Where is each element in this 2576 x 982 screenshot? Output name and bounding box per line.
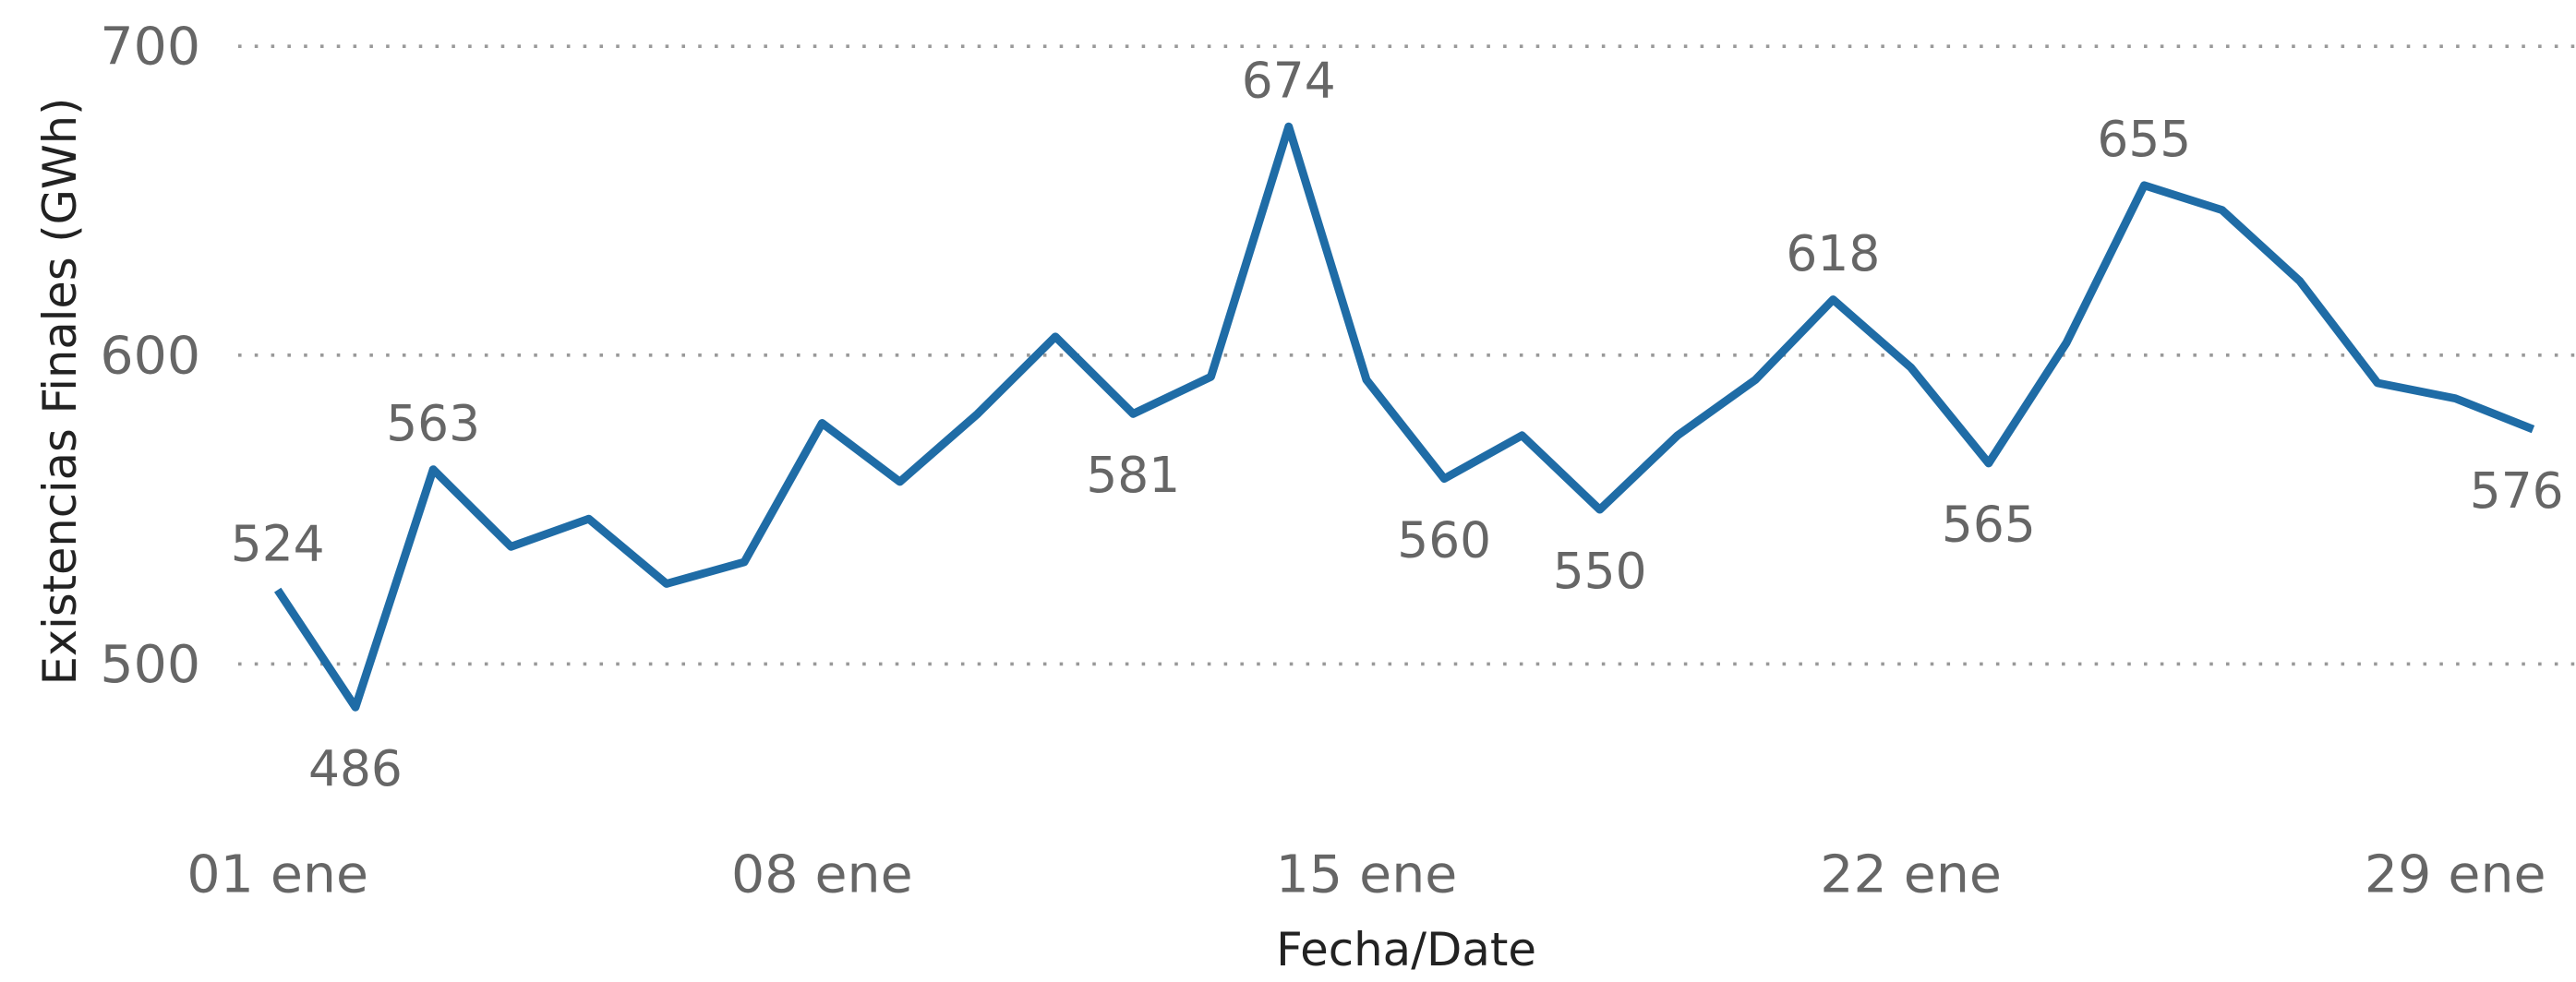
data-label: 565 <box>1942 497 2036 554</box>
x-axis-title: Fecha/Date <box>1276 923 1536 976</box>
x-tick-label: 29 ene <box>2365 844 2546 905</box>
x-tick-label: 22 ene <box>1820 844 2002 905</box>
y-tick-label: 700 <box>100 17 200 78</box>
data-label: 486 <box>308 740 403 797</box>
data-label: 550 <box>1553 543 1647 600</box>
data-label: 581 <box>1086 447 1180 504</box>
line <box>273 122 2535 712</box>
data-label: 655 <box>2097 111 2191 168</box>
data-label: 618 <box>1786 225 1880 282</box>
data-label: 576 <box>2470 462 2564 520</box>
x-tick-label: 01 ene <box>187 844 368 905</box>
x-tick-label: 08 ene <box>731 844 913 905</box>
x-tick-label: 15 ene <box>1276 844 1458 905</box>
data-label: 524 <box>231 516 325 573</box>
data-label: 560 <box>1397 512 1491 569</box>
data-label: 674 <box>1242 53 1336 110</box>
y-axis-title: Existencias Finales (GWh) <box>33 98 87 686</box>
y-tick-label: 600 <box>100 325 200 386</box>
data-label: 563 <box>386 395 480 452</box>
y-tick-label: 500 <box>100 634 200 695</box>
